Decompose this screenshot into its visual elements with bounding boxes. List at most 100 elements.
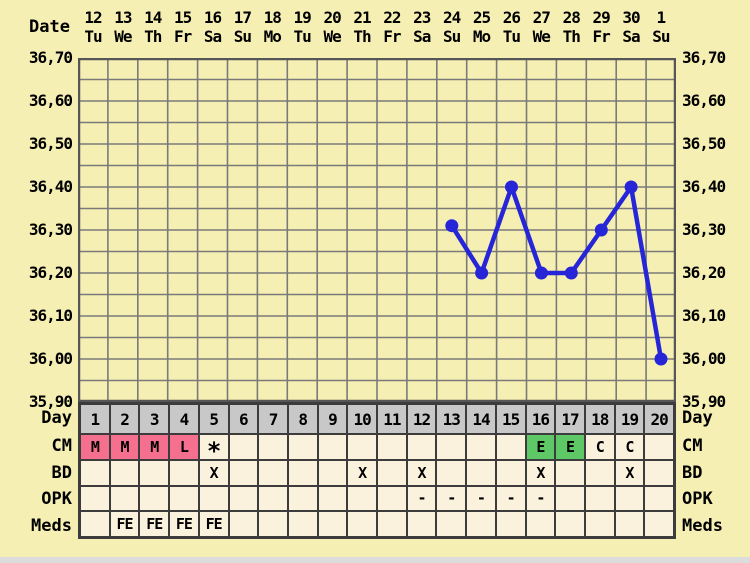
opk-cell[interactable]: - (525, 485, 556, 512)
meds-cell[interactable] (584, 511, 615, 537)
bd-cell[interactable] (317, 459, 348, 486)
cm-cell[interactable]: E (525, 434, 556, 460)
opk-cell[interactable] (80, 485, 110, 512)
bd-cell[interactable]: X (347, 459, 377, 486)
day-cell[interactable]: 20 (644, 404, 674, 435)
opk-cell[interactable] (287, 485, 318, 512)
meds-cell[interactable] (80, 511, 110, 537)
cm-cell[interactable]: M (139, 434, 170, 460)
day-cell[interactable]: 4 (169, 404, 199, 435)
meds-cell[interactable] (406, 511, 437, 537)
day-cell[interactable]: 1 (80, 404, 110, 435)
temperature-point[interactable] (475, 266, 489, 280)
bd-cell[interactable] (287, 459, 318, 486)
day-cell[interactable]: 9 (317, 404, 348, 435)
bd-cell[interactable] (377, 459, 407, 486)
bd-cell[interactable] (258, 459, 288, 486)
bd-cell[interactable] (584, 459, 615, 486)
opk-cell[interactable] (317, 485, 348, 512)
cm-cell[interactable]: E (555, 434, 585, 460)
bd-cell[interactable] (555, 459, 585, 486)
day-cell[interactable]: 3 (139, 404, 170, 435)
temperature-point[interactable] (564, 266, 578, 280)
cm-cell[interactable] (317, 434, 348, 460)
bd-cell[interactable] (109, 459, 140, 486)
temperature-point[interactable] (505, 180, 518, 194)
day-cell[interactable]: 2 (109, 404, 140, 435)
bd-cell[interactable]: X (525, 459, 556, 486)
bd-cell[interactable]: X (614, 459, 645, 486)
opk-cell[interactable] (614, 485, 645, 512)
meds-cell[interactable] (317, 511, 348, 537)
day-cell[interactable]: 5 (198, 404, 229, 435)
meds-cell[interactable] (258, 511, 288, 537)
cm-cell[interactable]: M (80, 434, 110, 460)
opk-cell[interactable] (198, 485, 229, 512)
day-cell[interactable]: 19 (614, 404, 645, 435)
day-cell[interactable]: 15 (495, 404, 526, 435)
day-cell[interactable]: 17 (555, 404, 585, 435)
day-cell[interactable]: 13 (436, 404, 467, 435)
meds-cell[interactable]: FE (198, 511, 229, 537)
bd-cell[interactable]: X (198, 459, 229, 486)
bd-cell[interactable]: X (406, 459, 437, 486)
meds-cell[interactable]: FE (139, 511, 170, 537)
meds-cell[interactable] (614, 511, 645, 537)
opk-cell[interactable]: - (436, 485, 467, 512)
bd-cell[interactable] (139, 459, 170, 486)
opk-cell[interactable]: - (406, 485, 437, 512)
temperature-point[interactable] (594, 223, 608, 237)
cm-cell[interactable] (644, 434, 674, 460)
meds-cell[interactable] (525, 511, 556, 537)
meds-cell[interactable] (436, 511, 467, 537)
day-cell[interactable]: 11 (377, 404, 407, 435)
day-cell[interactable]: 18 (584, 404, 615, 435)
temperature-point[interactable] (624, 180, 638, 194)
cm-cell[interactable] (287, 434, 318, 460)
bd-cell[interactable] (169, 459, 199, 486)
opk-cell[interactable] (228, 485, 259, 512)
day-cell[interactable]: 12 (406, 404, 437, 435)
opk-cell[interactable]: - (466, 485, 496, 512)
opk-cell[interactable] (584, 485, 615, 512)
cm-cell[interactable] (258, 434, 288, 460)
temperature-point[interactable] (534, 266, 548, 280)
opk-cell[interactable] (377, 485, 407, 512)
day-cell[interactable]: 8 (287, 404, 318, 435)
opk-cell[interactable]: - (495, 485, 526, 512)
cm-cell[interactable] (377, 434, 407, 460)
opk-cell[interactable] (169, 485, 199, 512)
meds-cell[interactable] (495, 511, 526, 537)
day-cell[interactable]: 16 (525, 404, 556, 435)
opk-cell[interactable] (109, 485, 140, 512)
meds-cell[interactable] (347, 511, 377, 537)
opk-cell[interactable] (139, 485, 170, 512)
bd-cell[interactable] (644, 459, 674, 486)
cm-cell[interactable]: C (584, 434, 615, 460)
meds-cell[interactable] (644, 511, 674, 537)
cm-cell[interactable] (228, 434, 259, 460)
meds-cell[interactable]: FE (169, 511, 199, 537)
meds-cell[interactable] (287, 511, 318, 537)
meds-cell[interactable] (377, 511, 407, 537)
cm-cell[interactable] (495, 434, 526, 460)
meds-cell[interactable] (466, 511, 496, 537)
opk-cell[interactable] (555, 485, 585, 512)
day-cell[interactable]: 10 (347, 404, 377, 435)
bd-cell[interactable] (80, 459, 110, 486)
bd-cell[interactable] (436, 459, 467, 486)
opk-cell[interactable] (347, 485, 377, 512)
meds-cell[interactable] (555, 511, 585, 537)
bd-cell[interactable] (495, 459, 526, 486)
bd-cell[interactable] (466, 459, 496, 486)
day-cell[interactable]: 7 (258, 404, 288, 435)
temperature-point[interactable] (654, 352, 668, 366)
cm-cell[interactable] (436, 434, 467, 460)
cm-cell[interactable] (406, 434, 437, 460)
cm-cell[interactable]: * (198, 434, 229, 460)
cm-cell[interactable]: L (169, 434, 199, 460)
meds-cell[interactable] (228, 511, 259, 537)
day-cell[interactable]: 6 (228, 404, 259, 435)
cm-cell[interactable] (466, 434, 496, 460)
temperature-point[interactable] (445, 219, 459, 233)
